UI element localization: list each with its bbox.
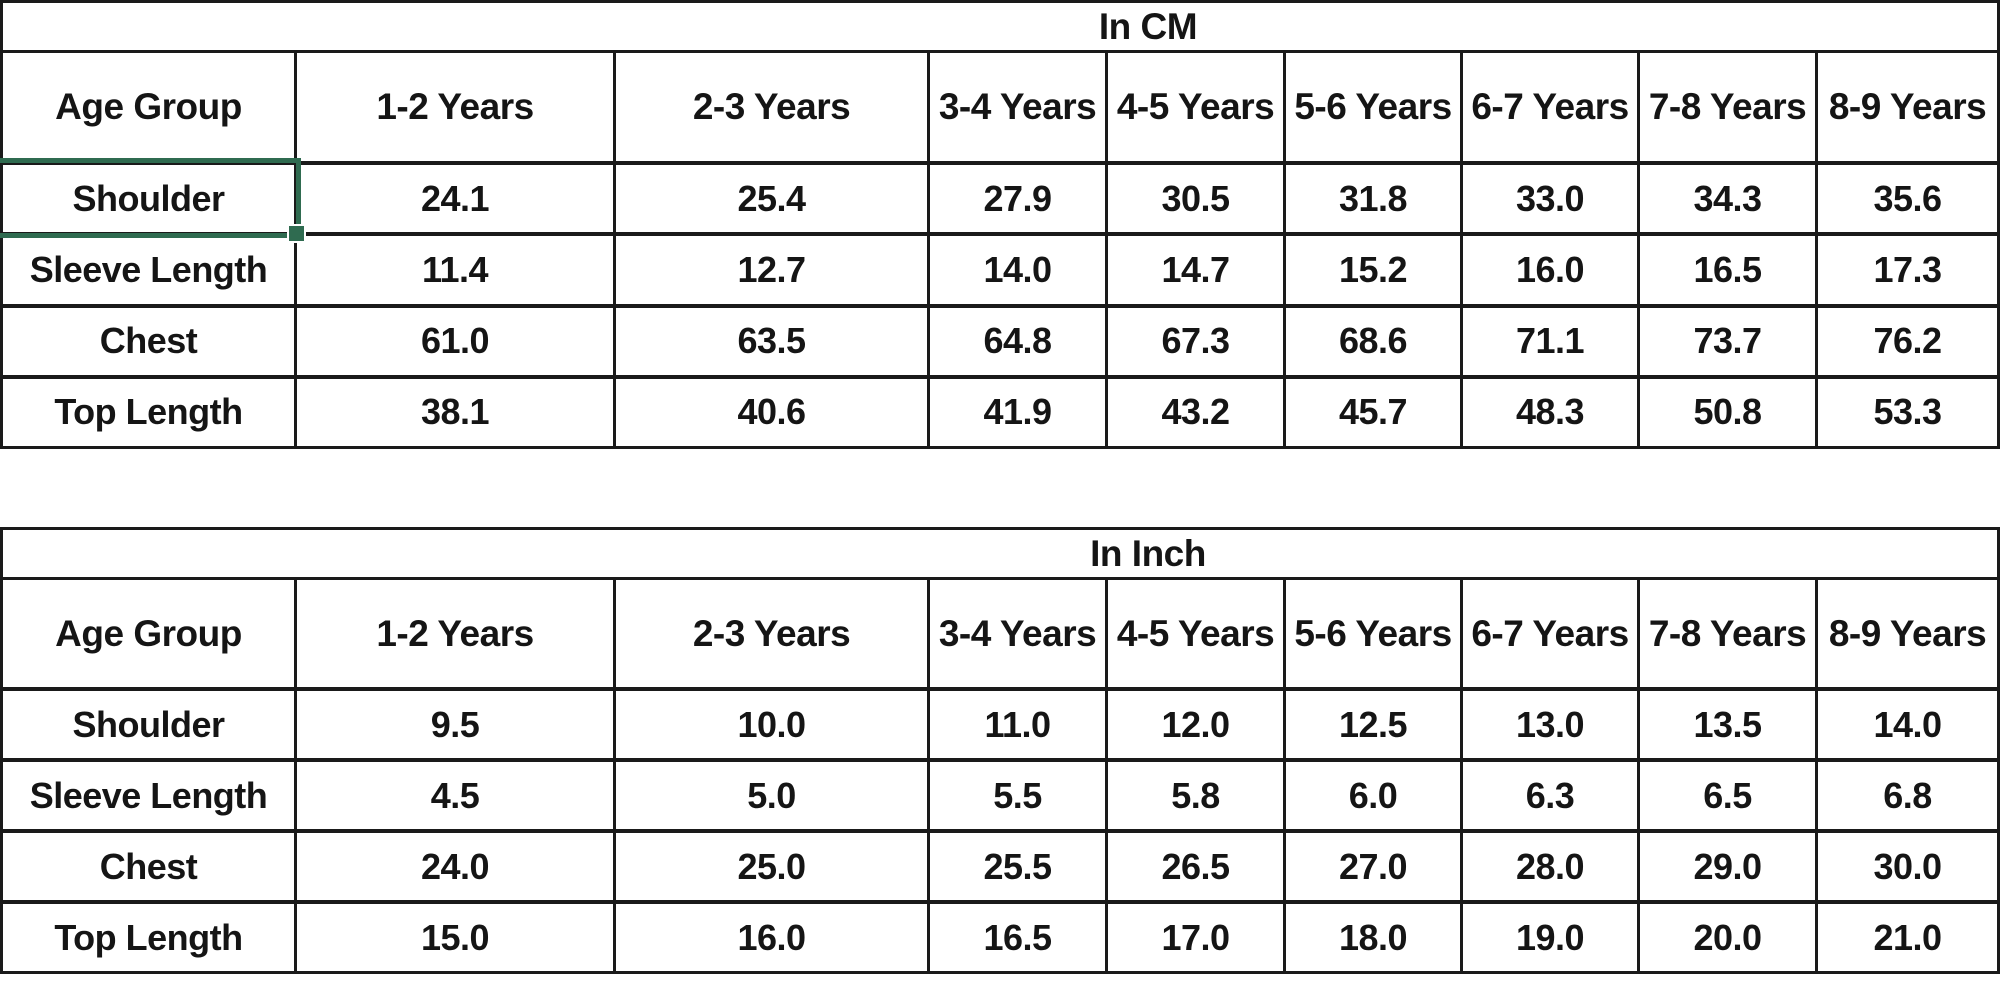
table-title-cell[interactable]: In CM: [1098, 5, 1198, 47]
column-header[interactable]: 3-4 Years: [930, 577, 1108, 687]
cell-selection-outline[interactable]: [0, 158, 306, 243]
table-cell[interactable]: 35.6: [1818, 161, 1997, 232]
row-label[interactable]: Sleeve Length: [3, 232, 297, 304]
table-cell[interactable]: 16.5: [1640, 232, 1818, 304]
table-cell[interactable]: 6.0: [1286, 758, 1463, 829]
column-header[interactable]: 6-7 Years: [1463, 50, 1640, 161]
column-header[interactable]: 8-9 Years: [1818, 577, 1997, 687]
column-header[interactable]: 4-5 Years: [1108, 50, 1286, 161]
table-cell[interactable]: 14.0: [1818, 687, 1997, 758]
table-cell[interactable]: 15.2: [1286, 232, 1463, 304]
table-cell[interactable]: 28.0: [1463, 829, 1640, 900]
table-cell[interactable]: 19.0: [1463, 900, 1640, 971]
table-cell[interactable]: 20.0: [1640, 900, 1818, 971]
table-cell[interactable]: 40.6: [616, 374, 930, 446]
table-cell[interactable]: 71.1: [1463, 303, 1640, 375]
table-cell[interactable]: 6.3: [1463, 758, 1640, 829]
table-cell[interactable]: 6.8: [1818, 758, 1997, 829]
table-cell[interactable]: 12.7: [616, 232, 930, 304]
table-cell[interactable]: 16.0: [1463, 232, 1640, 304]
column-header[interactable]: 1-2 Years: [297, 50, 616, 161]
table-cell[interactable]: 13.5: [1640, 687, 1818, 758]
table-cell[interactable]: 50.8: [1640, 374, 1818, 446]
table-cell[interactable]: 25.0: [616, 829, 930, 900]
table-cell[interactable]: 10.0: [616, 687, 930, 758]
table-cell[interactable]: 21.0: [1818, 900, 1997, 971]
table-cell[interactable]: 13.0: [1463, 687, 1640, 758]
table-cell[interactable]: 61.0: [297, 303, 616, 375]
column-header[interactable]: 1-2 Years: [297, 577, 616, 687]
table-cell[interactable]: 67.3: [1108, 303, 1286, 375]
table-cell[interactable]: 15.0: [297, 900, 616, 971]
table-cell[interactable]: 17.0: [1108, 900, 1286, 971]
size-table-inch: In Inch Age Group 1-2 Years 2-3 Years 3-…: [0, 527, 2000, 974]
size-table-cm: In CM Age Group 1-2 Years 2-3 Years 3-4 …: [0, 0, 2000, 449]
column-header[interactable]: 2-3 Years: [616, 50, 930, 161]
table-cell[interactable]: 34.3: [1640, 161, 1818, 233]
table-cell[interactable]: 14.0: [930, 232, 1108, 304]
table-cell[interactable]: 5.8: [1108, 758, 1286, 829]
row-label[interactable]: Shoulder: [3, 687, 297, 758]
table-cell[interactable]: 38.1: [297, 374, 616, 446]
table-cell[interactable]: 41.9: [930, 374, 1108, 446]
table-cell[interactable]: 4.5: [297, 758, 616, 829]
column-header[interactable]: 7-8 Years: [1640, 577, 1818, 687]
table-cell[interactable]: 24.1: [297, 161, 616, 233]
column-header[interactable]: 8-9 Years: [1818, 50, 1997, 161]
table-cell[interactable]: 16.0: [616, 900, 930, 971]
table-cell[interactable]: 43.2: [1108, 374, 1286, 446]
table-cell[interactable]: 5.5: [930, 758, 1108, 829]
table-cell[interactable]: 12.0: [1108, 687, 1286, 758]
table-cell[interactable]: 11.4: [297, 232, 616, 304]
table-title-cell[interactable]: In Inch: [1090, 532, 1206, 574]
table-cell[interactable]: 68.6: [1286, 303, 1463, 375]
table-cell[interactable]: 76.2: [1818, 303, 1997, 375]
table-cell[interactable]: 26.5: [1108, 829, 1286, 900]
table-cell[interactable]: 31.8: [1286, 161, 1463, 233]
table-cell[interactable]: 12.5: [1286, 687, 1463, 758]
table-cell[interactable]: 63.5: [616, 303, 930, 375]
column-header[interactable]: 7-8 Years: [1640, 50, 1818, 161]
table-cell[interactable]: 11.0: [930, 687, 1108, 758]
table-cell[interactable]: 24.0: [297, 829, 616, 900]
table-cell[interactable]: 14.7: [1108, 232, 1286, 304]
column-header[interactable]: Age Group: [3, 577, 297, 687]
row-label[interactable]: Sleeve Length: [3, 758, 297, 829]
column-header[interactable]: Age Group: [3, 50, 297, 161]
table-cell[interactable]: 30.0: [1818, 829, 1997, 900]
row-label[interactable]: Shoulder: [3, 161, 297, 233]
table-cell[interactable]: 18.0: [1286, 900, 1463, 971]
column-header[interactable]: 5-6 Years: [1286, 577, 1463, 687]
table-cell[interactable]: 17.3: [1818, 232, 1997, 303]
table-cell[interactable]: 9.5: [297, 687, 616, 758]
table-cell[interactable]: 29.0: [1640, 829, 1818, 900]
table-cell[interactable]: 53.3: [1818, 374, 1997, 446]
table-cell[interactable]: 6.5: [1640, 758, 1818, 829]
row-label[interactable]: Top Length: [3, 374, 297, 446]
table-cell[interactable]: 30.5: [1108, 161, 1286, 233]
table-cell[interactable]: 33.0: [1463, 161, 1640, 233]
column-header[interactable]: 5-6 Years: [1286, 50, 1463, 161]
column-header[interactable]: 3-4 Years: [930, 50, 1108, 161]
table-cell[interactable]: 45.7: [1286, 374, 1463, 446]
column-header[interactable]: 6-7 Years: [1463, 577, 1640, 687]
table-cell[interactable]: 27.9: [930, 161, 1108, 233]
table-cell[interactable]: 5.0: [616, 758, 930, 829]
table-cell[interactable]: 25.4: [616, 161, 930, 233]
column-header[interactable]: 2-3 Years: [616, 577, 930, 687]
table-cell[interactable]: 25.5: [930, 829, 1108, 900]
row-label[interactable]: Chest: [3, 829, 297, 900]
column-header[interactable]: 4-5 Years: [1108, 577, 1286, 687]
table-cell[interactable]: 27.0: [1286, 829, 1463, 900]
table-cell[interactable]: 73.7: [1640, 303, 1818, 375]
row-label[interactable]: Top Length: [3, 900, 297, 971]
table-cell[interactable]: 16.5: [930, 900, 1108, 971]
row-label[interactable]: Chest: [3, 303, 297, 375]
fill-handle[interactable]: [287, 224, 306, 243]
table-cell[interactable]: 64.8: [930, 303, 1108, 375]
table-cell[interactable]: 48.3: [1463, 374, 1640, 446]
